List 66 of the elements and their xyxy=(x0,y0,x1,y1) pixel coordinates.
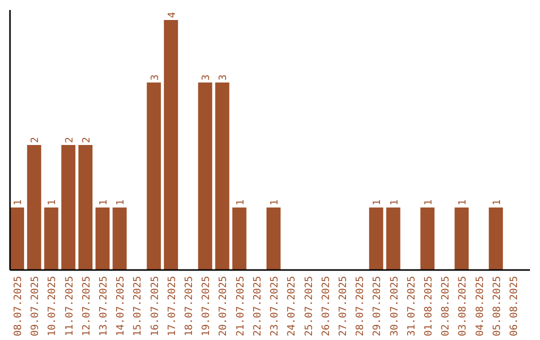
x-tick-label: 11.07.2025 xyxy=(64,276,76,336)
data-label: 1 xyxy=(492,199,503,206)
data-label: 1 xyxy=(270,199,281,206)
x-tick-label: 29.07.2025 xyxy=(372,276,384,336)
x-tick-label: 10.07.2025 xyxy=(47,276,58,336)
data-label: 2 xyxy=(64,136,76,143)
data-label: 3 xyxy=(150,74,161,80)
bar xyxy=(112,208,127,270)
x-tick-label: 30.07.2025 xyxy=(389,276,400,336)
bar xyxy=(96,208,110,270)
x-tick-label: 28.07.2025 xyxy=(355,276,366,336)
data-label: 1 xyxy=(423,199,434,206)
x-tick-label: 27.07.2025 xyxy=(338,276,349,336)
data-label: 2 xyxy=(30,136,42,143)
x-tick-label: 02.08.2025 xyxy=(440,276,452,336)
bar xyxy=(146,82,161,270)
data-label: 3 xyxy=(201,74,212,80)
data-label: 1 xyxy=(98,199,110,206)
x-tick-label: 26.07.2025 xyxy=(320,276,332,336)
bar xyxy=(232,208,246,270)
bar xyxy=(198,82,212,270)
x-tick-label: 09.07.2025 xyxy=(30,276,42,336)
data-label: 4 xyxy=(166,12,178,18)
x-tick-label: 20.07.2025 xyxy=(218,276,230,336)
bar xyxy=(386,208,400,270)
data-label: 1 xyxy=(235,199,246,206)
x-tick-label: 01.08.2025 xyxy=(423,276,434,336)
data-label: 1 xyxy=(13,199,24,206)
x-tick-label: 14.07.2025 xyxy=(116,276,127,336)
x-tick-label: 12.07.2025 xyxy=(81,276,92,336)
data-label: 2 xyxy=(81,136,92,143)
bar xyxy=(420,208,434,270)
x-tick-label: 23.07.2025 xyxy=(270,276,281,336)
data-label: 1 xyxy=(116,199,127,206)
x-tick-label: 06.08.2025 xyxy=(508,276,520,336)
x-tick-label: 05.08.2025 xyxy=(492,276,503,336)
data-label: 1 xyxy=(372,199,384,206)
bar xyxy=(78,145,92,270)
x-tick-label: 24.07.2025 xyxy=(286,276,298,336)
data-label: 1 xyxy=(389,199,400,206)
x-tick-label: 16.07.2025 xyxy=(150,276,161,336)
x-tick-label: 31.07.2025 xyxy=(406,276,418,336)
bar xyxy=(10,208,24,270)
bar xyxy=(44,208,58,270)
bar xyxy=(369,208,384,270)
x-tick-label: 08.07.2025 xyxy=(13,276,24,336)
x-tick-label: 25.07.2025 xyxy=(304,276,315,336)
bar xyxy=(61,145,76,270)
x-tick-label: 04.08.2025 xyxy=(474,276,486,336)
bar xyxy=(164,20,178,270)
bar xyxy=(488,208,503,270)
x-tick-label: 15.07.2025 xyxy=(132,276,144,336)
x-tick-label: 22.07.2025 xyxy=(252,276,264,336)
bar xyxy=(266,208,281,270)
x-tick-label: 17.07.2025 xyxy=(166,276,178,336)
x-tick-label: 13.07.2025 xyxy=(98,276,110,336)
x-tick-label: 18.07.2025 xyxy=(184,276,196,336)
bar xyxy=(215,82,230,270)
data-label: 1 xyxy=(47,199,58,206)
x-tick-label: 21.07.2025 xyxy=(235,276,246,336)
bar xyxy=(27,145,42,270)
x-tick-label: 03.08.2025 xyxy=(458,276,469,336)
bar xyxy=(454,208,469,270)
data-label: 3 xyxy=(218,74,230,80)
data-label: 1 xyxy=(458,199,469,206)
x-tick-label: 19.07.2025 xyxy=(201,276,212,336)
